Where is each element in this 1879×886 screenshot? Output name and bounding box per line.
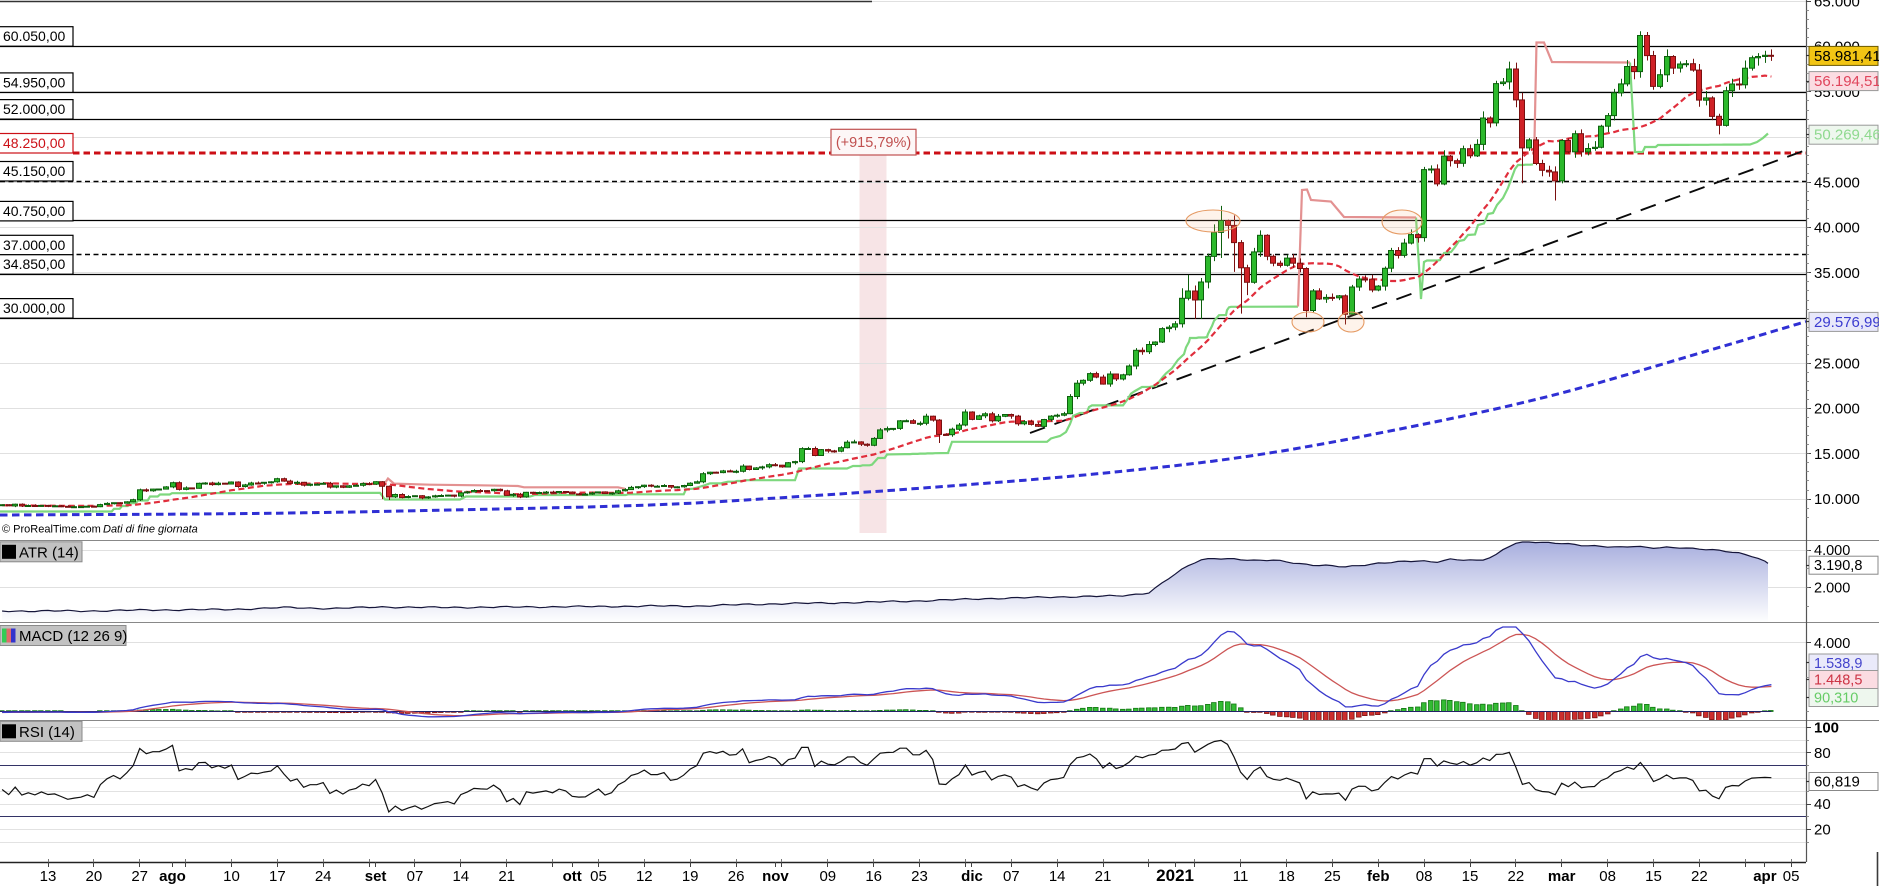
svg-text:13: 13 xyxy=(40,868,57,885)
svg-text:Dati di fine giornata: Dati di fine giornata xyxy=(103,524,198,536)
svg-text:mar: mar xyxy=(1548,868,1576,885)
svg-text:set: set xyxy=(365,868,387,885)
svg-text:45.150,00: 45.150,00 xyxy=(3,163,65,179)
svg-text:dic: dic xyxy=(961,868,983,885)
svg-text:15.000: 15.000 xyxy=(1814,446,1860,463)
svg-text:25: 25 xyxy=(1324,868,1341,885)
svg-text:24: 24 xyxy=(315,868,332,885)
svg-text:© ProRealTime.com: © ProRealTime.com xyxy=(2,524,101,536)
svg-text:1.538,9: 1.538,9 xyxy=(1814,656,1862,672)
svg-text:08: 08 xyxy=(1599,868,1616,885)
svg-text:3.190,8: 3.190,8 xyxy=(1814,558,1862,574)
svg-text:nov: nov xyxy=(762,868,789,885)
svg-text:14: 14 xyxy=(1049,868,1066,885)
svg-text:50.269,46: 50.269,46 xyxy=(1814,127,1879,144)
svg-text:40: 40 xyxy=(1814,796,1831,813)
svg-text:48.250,00: 48.250,00 xyxy=(3,135,65,151)
svg-text:14: 14 xyxy=(452,868,469,885)
svg-text:22: 22 xyxy=(1508,868,1525,885)
svg-text:30.000,00: 30.000,00 xyxy=(3,300,65,316)
svg-text:feb: feb xyxy=(1367,868,1390,885)
svg-text:58.981,41: 58.981,41 xyxy=(1814,48,1879,65)
svg-text:16: 16 xyxy=(865,868,882,885)
svg-text:MACD (12 26 9): MACD (12 26 9) xyxy=(19,628,127,645)
svg-text:40.750,00: 40.750,00 xyxy=(3,203,65,219)
svg-text:1.448,5: 1.448,5 xyxy=(1814,673,1862,689)
svg-text:15: 15 xyxy=(1645,868,1662,885)
svg-text:11: 11 xyxy=(1233,868,1249,885)
svg-text:65.000: 65.000 xyxy=(1814,0,1860,10)
svg-text:2.000: 2.000 xyxy=(1814,581,1850,597)
svg-text:ott: ott xyxy=(563,868,582,885)
svg-text:20.000: 20.000 xyxy=(1814,401,1860,418)
svg-text:29.576,99: 29.576,99 xyxy=(1814,314,1879,331)
svg-text:15: 15 xyxy=(1462,868,1479,885)
svg-text:80: 80 xyxy=(1814,745,1831,762)
svg-text:05: 05 xyxy=(1783,868,1800,885)
svg-text:37.000,00: 37.000,00 xyxy=(3,237,65,253)
svg-text:60.050,00: 60.050,00 xyxy=(3,28,65,44)
svg-text:22: 22 xyxy=(1691,868,1708,885)
svg-text:19: 19 xyxy=(682,868,699,885)
svg-text:07: 07 xyxy=(1003,868,1020,885)
svg-text:56.194,51: 56.194,51 xyxy=(1814,73,1879,90)
svg-text:17: 17 xyxy=(269,868,286,885)
svg-text:21: 21 xyxy=(1095,868,1112,885)
svg-text:08: 08 xyxy=(1416,868,1433,885)
svg-text:20: 20 xyxy=(1814,822,1831,839)
svg-text:apr: apr xyxy=(1753,868,1777,885)
svg-text:10.000: 10.000 xyxy=(1814,491,1860,508)
svg-text:21: 21 xyxy=(498,868,515,885)
svg-text:RSI (14): RSI (14) xyxy=(19,724,75,741)
svg-text:10: 10 xyxy=(223,868,240,885)
svg-text:ago: ago xyxy=(159,868,186,885)
svg-text:4.000: 4.000 xyxy=(1814,543,1850,559)
svg-text:23: 23 xyxy=(911,868,928,885)
svg-text:54.950,00: 54.950,00 xyxy=(3,74,65,90)
svg-text:(+915,79%): (+915,79%) xyxy=(836,135,911,151)
svg-text:90,310: 90,310 xyxy=(1814,691,1858,707)
svg-text:40.000: 40.000 xyxy=(1814,220,1860,237)
svg-text:34.850,00: 34.850,00 xyxy=(3,256,65,272)
svg-text:05: 05 xyxy=(590,868,607,885)
svg-text:35.000: 35.000 xyxy=(1814,265,1860,282)
svg-text:25.000: 25.000 xyxy=(1814,355,1860,372)
svg-text:20: 20 xyxy=(86,868,103,885)
svg-text:45.000: 45.000 xyxy=(1814,174,1860,191)
svg-text:2021: 2021 xyxy=(1156,866,1194,885)
svg-text:52.000,00: 52.000,00 xyxy=(3,101,65,117)
svg-text:26: 26 xyxy=(728,868,745,885)
svg-text:09: 09 xyxy=(819,868,836,885)
svg-text:60,819: 60,819 xyxy=(1814,774,1860,791)
svg-text:4.000: 4.000 xyxy=(1814,636,1850,652)
svg-text:100: 100 xyxy=(1814,720,1839,737)
svg-text:ATR (14): ATR (14) xyxy=(19,544,79,561)
svg-text:07: 07 xyxy=(407,868,424,885)
svg-text:27: 27 xyxy=(131,868,148,885)
svg-text:18: 18 xyxy=(1278,868,1295,885)
svg-text:12: 12 xyxy=(636,868,653,885)
